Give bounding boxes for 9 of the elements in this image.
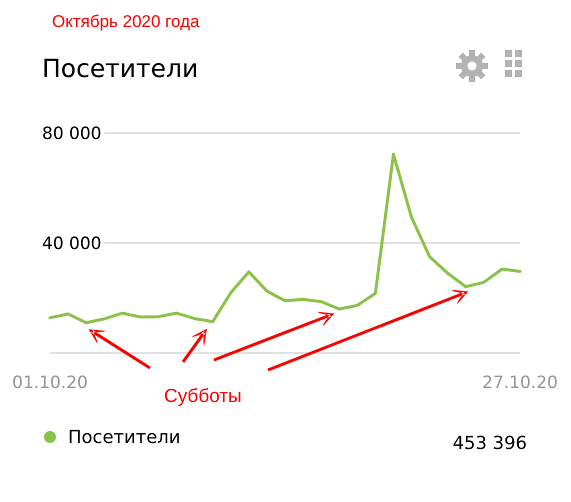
chart-title: Посетители [42,54,198,83]
y-tick-label: 40 000 [42,234,102,254]
text: 453 396 [452,433,527,454]
text: Субботы [164,386,242,407]
legend-label: Посетители [68,427,180,448]
chart-subtitle: Октябрь 2020 года [52,12,200,31]
y-tick-label: 80 000 [42,124,102,144]
x-tick-label: 01.10.20 [12,373,88,393]
x-tick-label: 27.10.20 [482,373,558,393]
